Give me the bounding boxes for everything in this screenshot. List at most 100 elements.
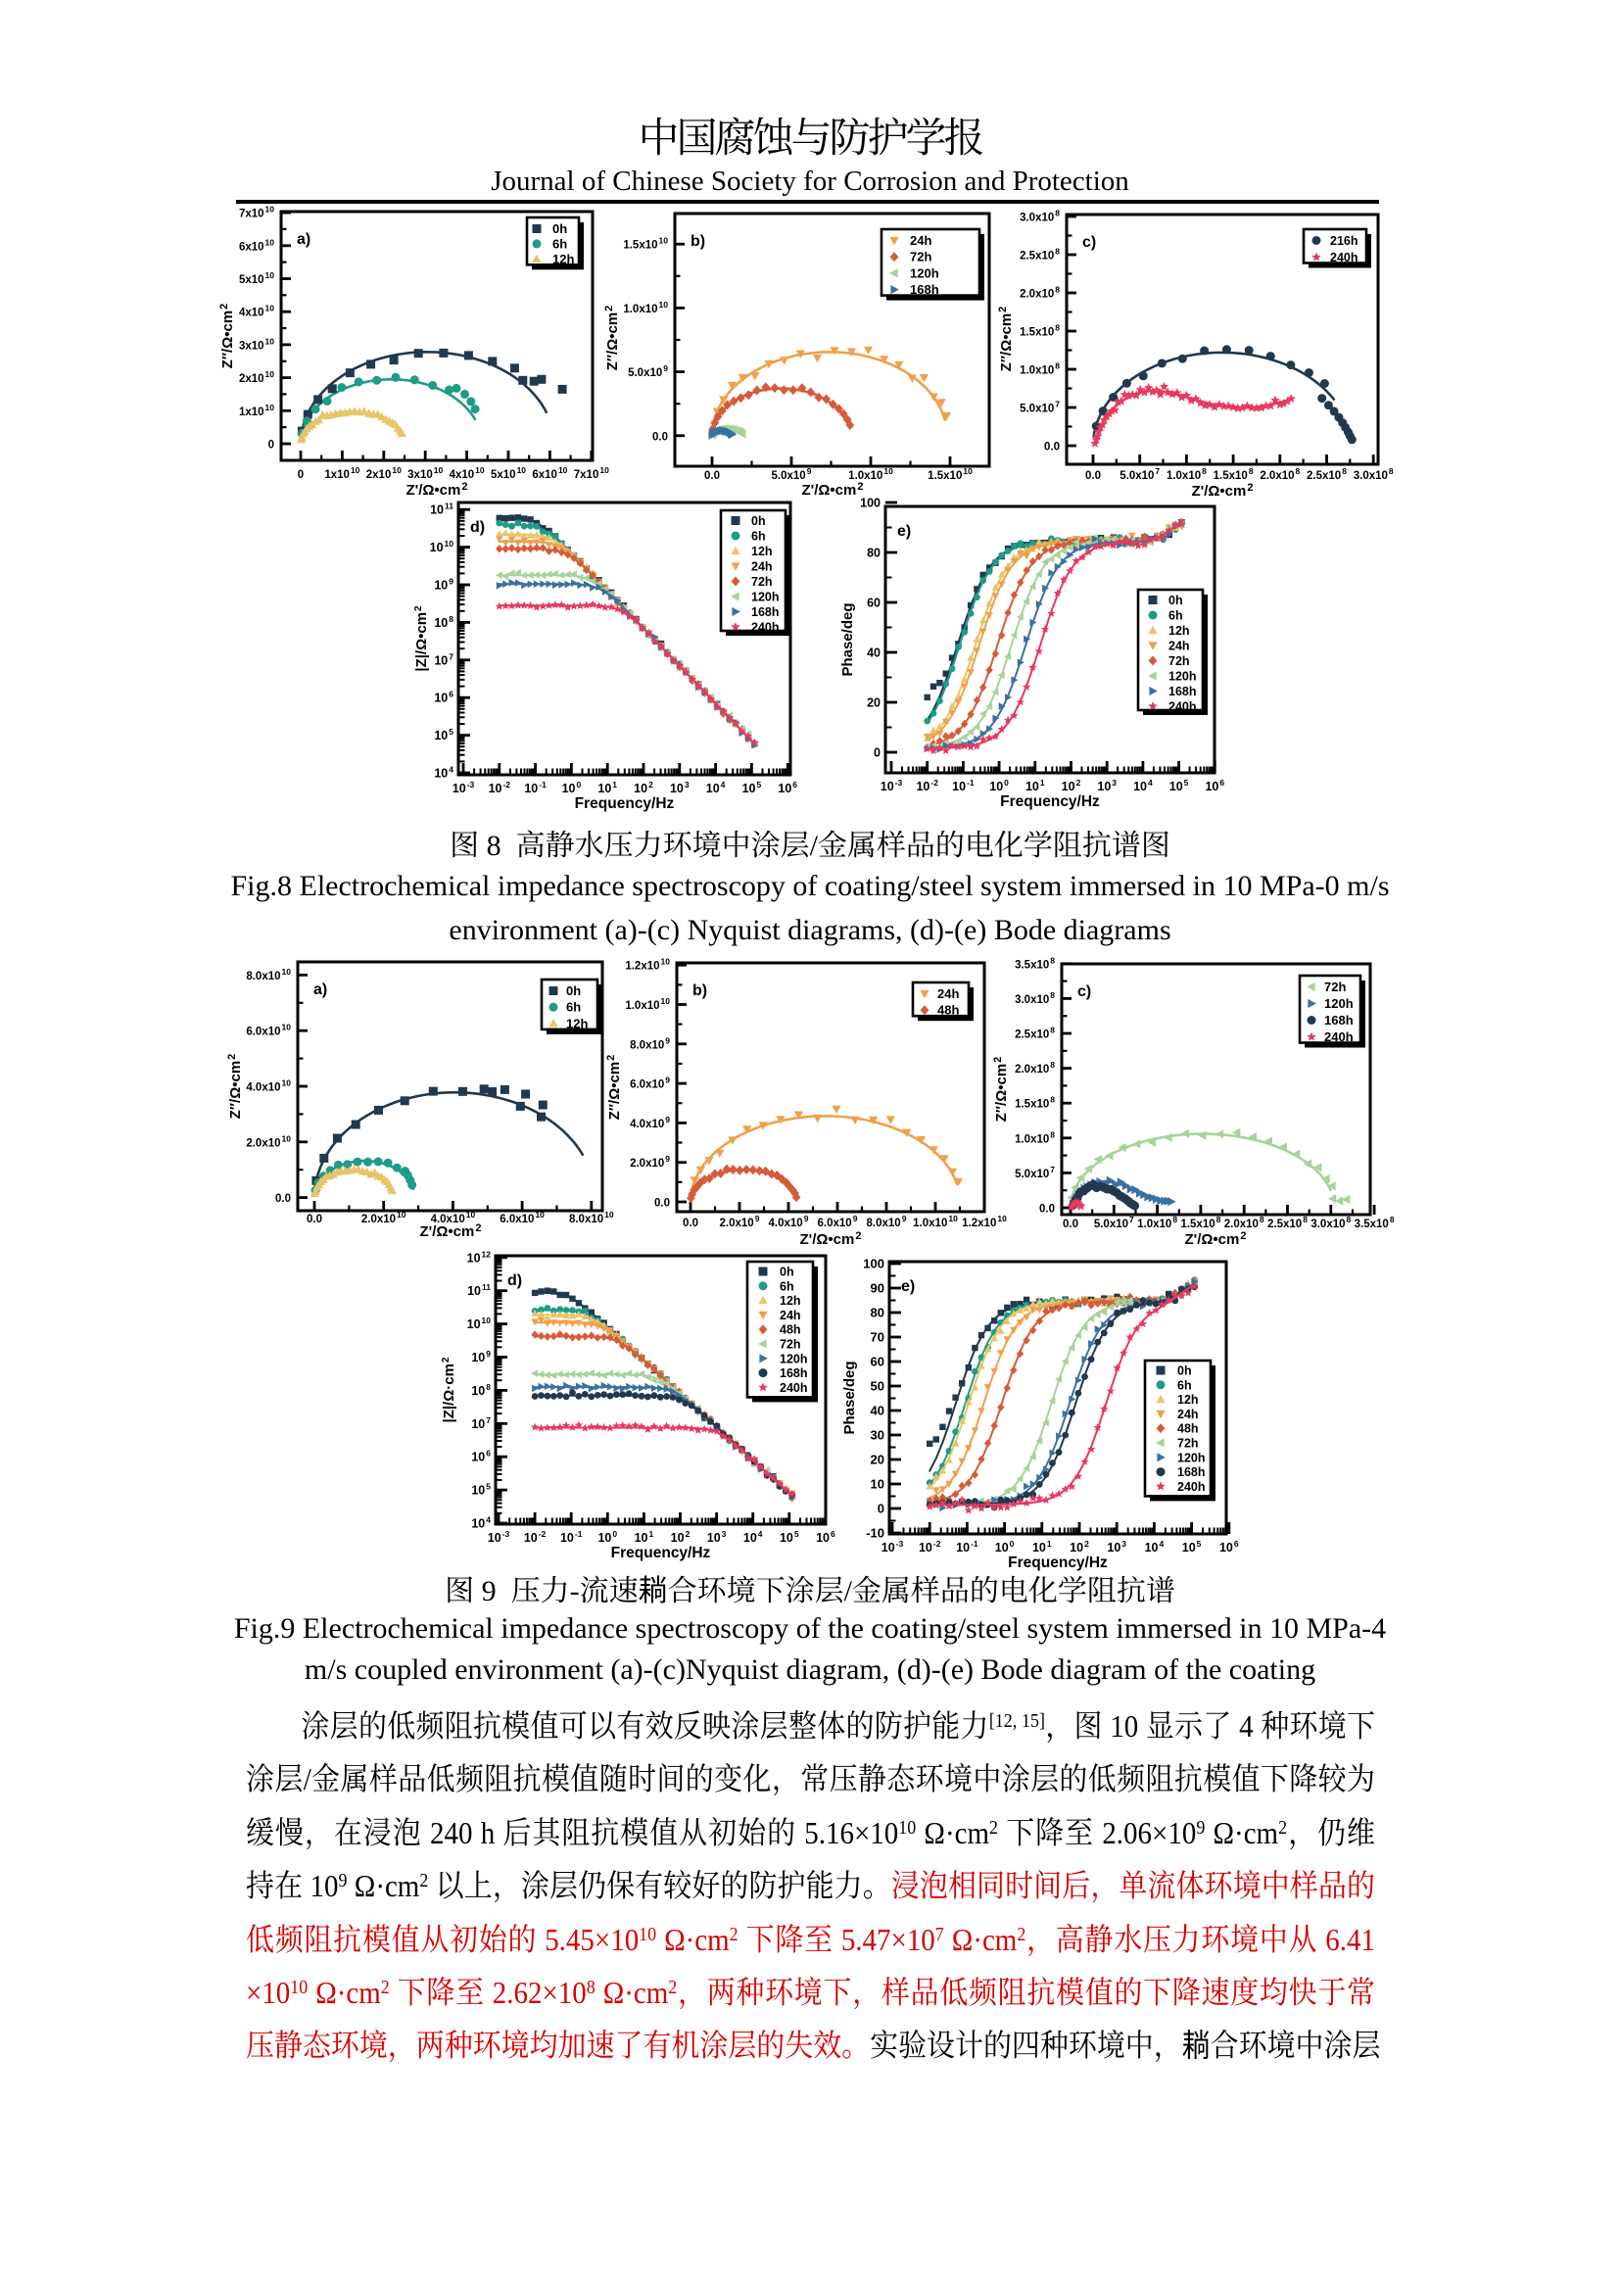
svg-text:1.0x108: 1.0x108: [1015, 1129, 1055, 1145]
svg-text:72h: 72h: [1177, 1437, 1199, 1451]
svg-text:Z'/Ω•cm2: Z'/Ω•cm2: [1192, 482, 1254, 500]
svg-text:10-3: 10-3: [453, 780, 475, 795]
svg-text:72h: 72h: [910, 250, 931, 264]
svg-text:102: 102: [1070, 1539, 1089, 1555]
svg-text:101: 101: [635, 1529, 654, 1545]
svg-text:Z'/Ω•cm2: Z'/Ω•cm2: [802, 481, 864, 499]
svg-text:1.5x1010: 1.5x1010: [928, 466, 973, 482]
svg-text:12h: 12h: [552, 252, 574, 266]
svg-text:24h: 24h: [910, 233, 931, 248]
svg-text:102: 102: [634, 780, 653, 795]
svg-text:8.0x109: 8.0x109: [867, 1214, 907, 1229]
svg-text:Frequency/Hz: Frequency/Hz: [575, 795, 675, 812]
svg-text:48h: 48h: [1177, 1422, 1199, 1436]
svg-text:4.0x1010: 4.0x1010: [431, 1210, 476, 1225]
svg-text:103: 103: [707, 1529, 727, 1545]
svg-text:168h: 168h: [1168, 685, 1197, 698]
svg-text:24h: 24h: [937, 986, 959, 1001]
svg-text:3.0x108: 3.0x108: [1015, 990, 1055, 1006]
svg-text:1.5x1010: 1.5x1010: [623, 236, 668, 252]
svg-text:Z″/Ω•cm2: Z″/Ω•cm2: [992, 1057, 1010, 1123]
svg-text:100: 100: [989, 778, 1009, 793]
svg-text:5.0x107: 5.0x107: [1015, 1165, 1055, 1180]
svg-text:e): e): [901, 1278, 915, 1295]
svg-text:3.5x108: 3.5x108: [1015, 955, 1055, 971]
svg-text:0.0: 0.0: [1039, 1204, 1055, 1216]
svg-text:2.0x108: 2.0x108: [1020, 285, 1060, 301]
svg-text:4.0x109: 4.0x109: [630, 1115, 670, 1130]
svg-text:1011: 1011: [430, 502, 453, 517]
svg-text:120h: 120h: [910, 265, 939, 280]
svg-text:100: 100: [860, 497, 881, 510]
svg-text:60: 60: [871, 1355, 884, 1369]
svg-text:8.0x109: 8.0x109: [630, 1035, 670, 1051]
svg-text:50: 50: [871, 1379, 884, 1394]
svg-text:|Z|/Ω•cm2: |Z|/Ω•cm2: [413, 605, 430, 672]
svg-text:20: 20: [867, 696, 881, 710]
svg-text:-10: -10: [866, 1526, 884, 1541]
svg-text:6h: 6h: [751, 530, 766, 544]
svg-text:10-3: 10-3: [488, 1529, 510, 1545]
svg-text:1.0x1010: 1.0x1010: [848, 466, 893, 482]
svg-text:0.0: 0.0: [1063, 1219, 1078, 1230]
svg-text:a): a): [313, 981, 327, 998]
svg-text:1012: 1012: [467, 1249, 492, 1265]
svg-text:5x1010: 5x1010: [239, 270, 274, 286]
svg-text:72h: 72h: [780, 1338, 801, 1352]
svg-text:4.0x109: 4.0x109: [769, 1214, 809, 1229]
svg-text:5x1010: 5x1010: [491, 465, 526, 481]
svg-text:0h: 0h: [1177, 1364, 1192, 1378]
svg-text:40: 40: [867, 646, 881, 660]
svg-text:20: 20: [871, 1453, 884, 1467]
svg-text:104: 104: [1133, 778, 1153, 793]
svg-text:10-1: 10-1: [952, 778, 975, 793]
svg-text:8.0x1010: 8.0x1010: [246, 967, 291, 982]
svg-text:104: 104: [743, 1529, 763, 1545]
svg-text:168h: 168h: [910, 282, 939, 297]
svg-text:107: 107: [434, 651, 453, 667]
svg-text:3.0x108: 3.0x108: [1310, 1215, 1351, 1230]
svg-text:6.0x109: 6.0x109: [818, 1214, 858, 1229]
svg-text:6x1010: 6x1010: [239, 237, 274, 253]
svg-text:105: 105: [742, 780, 762, 795]
svg-text:0.0: 0.0: [1044, 442, 1060, 454]
svg-text:120h: 120h: [1324, 996, 1354, 1011]
svg-text:100: 100: [995, 1539, 1015, 1555]
svg-text:72h: 72h: [1324, 980, 1346, 994]
svg-text:6.0x1010: 6.0x1010: [500, 1210, 545, 1225]
svg-text:1011: 1011: [467, 1282, 491, 1298]
svg-text:4x1010: 4x1010: [450, 465, 485, 481]
svg-text:|Z|/Ω·cm2: |Z|/Ω·cm2: [441, 1357, 457, 1422]
svg-text:72h: 72h: [751, 575, 773, 589]
svg-text:105: 105: [471, 1482, 491, 1498]
svg-text:1010: 1010: [430, 539, 454, 554]
svg-text:Z'/Ω•cm2: Z'/Ω•cm2: [406, 481, 468, 499]
svg-text:Z″/Ω•cm2: Z″/Ω•cm2: [226, 1054, 244, 1120]
svg-text:2x1010: 2x1010: [366, 465, 402, 481]
svg-text:3.5x108: 3.5x108: [1355, 1215, 1395, 1230]
svg-text:2x1010: 2x1010: [239, 369, 274, 385]
svg-text:10-2: 10-2: [916, 778, 938, 793]
svg-text:2.5x108: 2.5x108: [1267, 1215, 1308, 1230]
svg-text:Z'/Ω•cm2: Z'/Ω•cm2: [1185, 1230, 1247, 1248]
svg-text:0: 0: [874, 746, 881, 760]
svg-text:103: 103: [670, 780, 690, 795]
svg-text:10-2: 10-2: [919, 1539, 941, 1555]
svg-text:103: 103: [1097, 778, 1117, 793]
svg-text:105: 105: [434, 727, 453, 742]
svg-text:7x1010: 7x1010: [574, 465, 609, 481]
svg-text:106: 106: [1205, 778, 1224, 793]
svg-text:107: 107: [471, 1415, 491, 1431]
svg-text:10-1: 10-1: [560, 1529, 583, 1545]
svg-text:5.0x107: 5.0x107: [1094, 1215, 1134, 1230]
svg-text:a): a): [297, 231, 310, 248]
svg-text:240h: 240h: [751, 621, 780, 635]
svg-text:d): d): [470, 519, 485, 536]
svg-text:102: 102: [1062, 778, 1081, 793]
svg-text:Z″/Ω•cm2: Z″/Ω•cm2: [218, 304, 236, 369]
svg-text:104: 104: [471, 1515, 491, 1531]
svg-text:2.0x109: 2.0x109: [720, 1214, 760, 1229]
svg-text:0.0: 0.0: [683, 1218, 698, 1229]
svg-text:5.0x109: 5.0x109: [628, 363, 668, 379]
svg-text:2.5x108: 2.5x108: [1307, 466, 1347, 482]
